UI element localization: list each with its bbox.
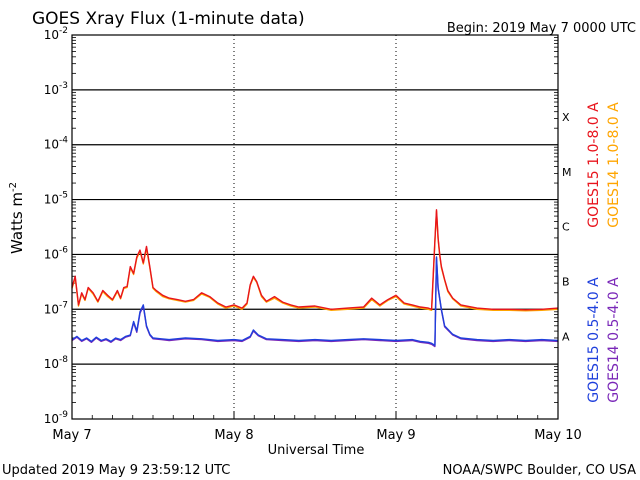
y-tick-exponent: -8 [59, 355, 68, 365]
plot-frame [71, 34, 559, 420]
x-axis-label: Universal Time [268, 443, 365, 458]
legend-entry: GOES15 1.0-8.0 A [586, 102, 602, 228]
y-tick-exponent: -4 [59, 136, 68, 146]
series-lines [71, 209, 559, 348]
x-tick-label: May 10 [534, 428, 582, 443]
flare-class-labels: X M C B A [562, 111, 572, 343]
y-tick-base: 10 [44, 28, 59, 42]
y-axis-label: Watts m-2 [8, 182, 26, 254]
y-tick-label: 10-2 [44, 26, 68, 42]
y-tick-base: 10 [44, 247, 59, 261]
legend-entry: GOES15 0.5-4.0 A [586, 277, 602, 403]
y-tick-exponent: -9 [59, 410, 68, 420]
y-tick-label: 10-5 [44, 191, 68, 207]
y-tick-label: 10-4 [44, 136, 69, 152]
flare-class-label: M [562, 166, 572, 179]
y-tick-base: 10 [44, 193, 59, 207]
y-tick-base: 10 [44, 412, 59, 426]
y-tick-base: 10 [44, 138, 59, 152]
y-tick-base: 10 [44, 83, 59, 97]
begin-time-label: Begin: 2019 May 7 0000 UTC [447, 21, 636, 36]
legend-entry: GOES14 1.0-8.0 A [606, 102, 622, 228]
grid-lines [72, 35, 558, 419]
y-tick-label: 10-6 [44, 245, 69, 261]
series-line [71, 210, 559, 312]
series-line [71, 256, 559, 347]
y-tick-exponent: -2 [59, 26, 68, 36]
y-axis-label-exponent: -2 [8, 182, 19, 192]
source-credit: NOAA/SWPC Boulder, CO USA [443, 463, 636, 478]
x-tick-label: May 8 [214, 428, 253, 443]
y-tick-label: 10-7 [44, 300, 68, 316]
chart-title: GOES Xray Flux (1-minute data) [32, 9, 305, 29]
series-line [71, 209, 559, 311]
y-tick-label: 10-9 [44, 410, 69, 426]
x-tick-label: May 9 [376, 428, 415, 443]
y-tick-base: 10 [44, 357, 59, 371]
flare-class-label: C [562, 221, 570, 234]
y-axis-label-text: Watts m [8, 192, 26, 254]
y-tick-exponent: -5 [59, 191, 68, 201]
y-tick-exponent: -6 [59, 245, 68, 255]
flare-class-label: X [562, 111, 570, 124]
series-line [71, 257, 559, 348]
y-tick-exponent: -7 [59, 300, 68, 310]
y-tick-label: 10-3 [44, 81, 68, 97]
legend-entry: GOES14 0.5-4.0 A [606, 277, 622, 403]
x-axis-ticks: May 7 May 8 May 9 May 10 [52, 411, 582, 443]
legend: GOES15 1.0-8.0 A GOES14 1.0-8.0 A GOES15 0… [586, 102, 622, 403]
y-axis-ticks: 10-210-310-410-510-610-710-810-9 [44, 26, 558, 426]
flare-class-label: B [562, 276, 570, 289]
updated-timestamp: Updated 2019 May 9 23:59:12 UTC [2, 463, 230, 478]
x-tick-label: May 7 [52, 428, 91, 443]
y-tick-exponent: -3 [59, 81, 68, 91]
y-tick-base: 10 [44, 302, 59, 316]
flare-class-label: A [562, 330, 570, 343]
y-tick-label: 10-8 [44, 355, 69, 371]
